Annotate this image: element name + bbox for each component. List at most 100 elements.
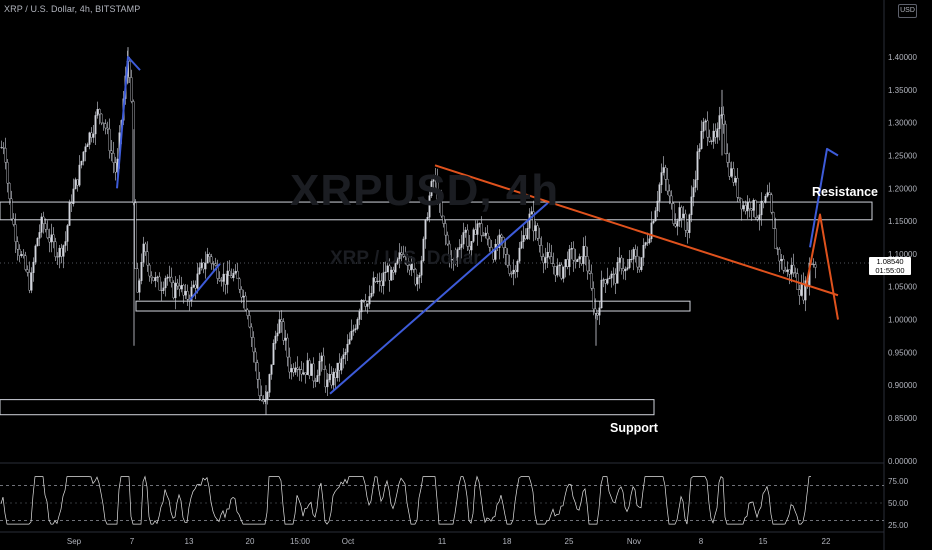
candle-body (776, 248, 779, 250)
candle-body (256, 362, 259, 380)
candle-body (736, 177, 739, 198)
candle-body (354, 328, 357, 331)
candle-body (454, 256, 457, 261)
candle-body (106, 127, 109, 130)
last-price-countdown: 01:55:00 (875, 266, 905, 275)
candle-body (614, 273, 617, 284)
symbol-title[interactable]: XRP / U.S. Dollar, 4h, BITSTAMP (4, 4, 141, 14)
candle-layer (0, 47, 817, 415)
candle-body (260, 395, 263, 401)
blue-trend-line (809, 147, 839, 248)
candle-body (702, 121, 705, 132)
candle-body (220, 280, 223, 282)
candle-body (396, 258, 399, 264)
candle-body (112, 153, 115, 163)
candle-body (466, 229, 469, 247)
candle-body (438, 200, 441, 202)
candle-body (730, 168, 733, 177)
candle-body (714, 130, 717, 138)
candle-body (332, 371, 335, 386)
candle-body (24, 255, 27, 270)
resistance-label: Resistance (812, 185, 879, 199)
currency-tag[interactable]: USD (898, 4, 917, 18)
candle-body (198, 267, 201, 275)
candle-body (398, 252, 401, 260)
candle-body (416, 277, 419, 285)
candle-body (10, 198, 13, 220)
candle-body (780, 259, 783, 262)
candle-body (738, 197, 741, 200)
candle-body (64, 241, 67, 246)
candle-body (6, 162, 9, 184)
candle-body (426, 217, 429, 221)
candle-body (524, 235, 527, 239)
candle-body (286, 337, 289, 358)
candle-body (296, 367, 299, 370)
candle-body (380, 280, 383, 287)
candle-body (90, 132, 93, 138)
candle-body (576, 258, 579, 262)
candle-body (692, 187, 695, 198)
candle-body (44, 223, 47, 230)
rsi-tick-label: 25.00 (888, 521, 909, 530)
candle-body (252, 337, 255, 353)
candle-body (170, 276, 173, 283)
candle-body (242, 295, 245, 298)
candle-body (322, 355, 325, 370)
candle-body (766, 192, 769, 197)
candle-body (390, 269, 393, 281)
candle-body (680, 207, 683, 219)
candle-body (192, 284, 195, 288)
candle-body (238, 278, 241, 290)
candle-body (590, 273, 593, 289)
candle-body (708, 136, 711, 142)
candle-body (602, 279, 605, 281)
y-tick-label: 1.30000 (888, 119, 917, 128)
watermark-name: XRP / U.S. Dollar (330, 248, 481, 269)
candle-body (512, 269, 515, 275)
candle-body (648, 238, 651, 243)
candle-body (18, 248, 21, 256)
candle-body (8, 182, 11, 200)
candle-body (782, 259, 785, 271)
y-tick-label: 1.00000 (888, 316, 917, 325)
candle-body (62, 245, 65, 257)
candle-body (722, 114, 725, 125)
candle-body (360, 300, 363, 313)
candle-body (324, 369, 327, 388)
candle-body (76, 179, 79, 186)
blue-trend-line (189, 263, 221, 301)
axis-layer: 1.40000 1.35000 1.30000 1.25000 1.20000 1.150… (67, 53, 918, 546)
y-tick-label: 1.20000 (888, 184, 917, 193)
candle-body (270, 364, 273, 375)
y-tick-label: 1.05000 (888, 283, 917, 292)
candle-body (452, 259, 455, 261)
candle-body (494, 243, 497, 260)
candle-body (244, 295, 247, 311)
candle-body (520, 241, 523, 249)
candle-body (86, 144, 89, 147)
candle-body (392, 269, 395, 273)
candle-body (774, 228, 777, 249)
candle-body (306, 360, 309, 375)
candle-body (50, 234, 53, 243)
candle-body (616, 262, 619, 284)
candle-body (344, 351, 347, 355)
candle-body (716, 128, 719, 138)
candle-body (450, 259, 453, 261)
candle-body (752, 200, 755, 211)
candle-body (374, 277, 377, 282)
candle-body (628, 259, 631, 268)
candle-body (150, 275, 153, 278)
candle-body (388, 265, 391, 281)
candle-body (598, 307, 601, 316)
candle-body (646, 242, 649, 244)
candle-body (102, 122, 105, 124)
candle-body (636, 255, 639, 268)
blue-trend-line (116, 56, 141, 189)
rsi-tick-label: 75.00 (888, 477, 909, 486)
candle-body (280, 319, 283, 322)
candle-body (34, 245, 37, 263)
candle-body (310, 363, 313, 376)
